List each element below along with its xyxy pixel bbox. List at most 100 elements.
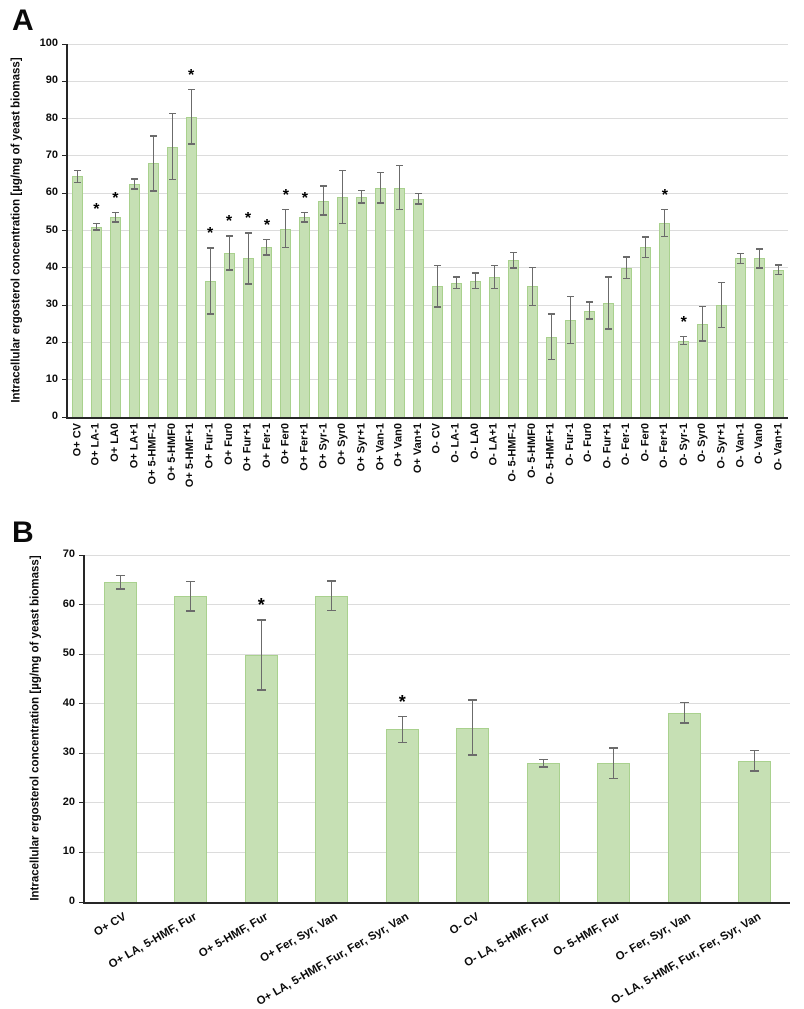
- bar: [147, 163, 159, 417]
- error-bar-cap-bottom: [320, 214, 328, 216]
- error-bar-line: [418, 193, 420, 204]
- bar: [385, 729, 419, 902]
- y-tick-label: 80: [45, 111, 58, 124]
- y-tick-label: 90: [45, 74, 58, 87]
- error-bar-cap-bottom: [679, 722, 689, 724]
- bar: [261, 247, 273, 417]
- bar: [754, 258, 766, 417]
- gridline: [68, 267, 788, 269]
- x-tick-label: O- Syr0: [696, 423, 709, 463]
- x-tick-label: O- Fer+1: [658, 423, 671, 468]
- bar: [678, 340, 690, 417]
- y-tick-label: 100: [39, 37, 58, 49]
- error-bar-cap-bottom: [509, 267, 517, 269]
- bar: [223, 252, 235, 417]
- error-bar-cap-top: [415, 192, 423, 195]
- error-bar-line: [436, 265, 438, 307]
- error-bar-cap-top: [397, 715, 407, 718]
- x-tick-label: O+ LA-1: [89, 423, 102, 466]
- error-bar-cap-bottom: [585, 318, 593, 320]
- gridline: [68, 341, 788, 343]
- error-bar-cap-top: [718, 281, 726, 284]
- x-tick-label: O+ Fer-1: [260, 423, 273, 468]
- y-tick-label: 60: [62, 597, 75, 610]
- panel-b-label: B: [12, 516, 34, 549]
- y-tick-label: 10: [45, 372, 58, 385]
- error-bar-line: [114, 212, 116, 222]
- error-bar-line: [342, 170, 344, 224]
- significance-asterisk: *: [263, 216, 271, 234]
- error-bar-cap-bottom: [339, 222, 347, 225]
- x-tick-label: O+ 5-HMF0: [165, 423, 178, 481]
- error-bar-cap-bottom: [396, 208, 404, 211]
- x-tick-label: O+ Fur0: [222, 423, 235, 465]
- x-tick-label: O- Fer0: [639, 423, 652, 462]
- error-bar-line: [542, 759, 544, 767]
- y-tick-label: 40: [45, 260, 58, 273]
- x-tick-label: O- Fur+1: [601, 423, 614, 469]
- x-tick-label: O+ Fur-1: [203, 423, 216, 469]
- error-bar-line: [380, 172, 382, 203]
- bar: [174, 596, 208, 902]
- error-bar-line: [778, 265, 780, 275]
- error-bar-cap-top: [661, 208, 669, 211]
- gridline: [68, 155, 788, 157]
- y-axis-tick: [62, 192, 68, 194]
- error-bar-cap-bottom: [327, 609, 337, 612]
- error-bar-cap-top: [528, 266, 536, 269]
- x-tick-label: O- CV: [430, 423, 443, 454]
- bar: [738, 760, 772, 902]
- y-axis-tick: [62, 43, 68, 45]
- error-bar-cap-top: [642, 236, 650, 238]
- x-tick-label: O- 5-HMF0: [525, 423, 538, 478]
- error-bar-cap-bottom: [130, 188, 138, 190]
- error-bar-line: [401, 716, 403, 743]
- x-tick-label: O- Syr-1: [677, 423, 690, 466]
- significance-asterisk: *: [206, 225, 214, 243]
- bar: [735, 258, 747, 417]
- error-bar-cap-bottom: [282, 246, 290, 249]
- error-bar-cap-bottom: [115, 588, 125, 590]
- bar: [667, 712, 701, 902]
- x-tick-label: O- Van+1: [772, 423, 785, 471]
- error-bar-cap-top: [149, 135, 157, 137]
- bar: [166, 146, 178, 417]
- error-bar-cap-bottom: [358, 202, 366, 204]
- error-bar-cap-bottom: [187, 143, 195, 145]
- error-bar-cap-top: [244, 232, 252, 234]
- error-bar-line: [455, 277, 457, 289]
- error-bar-cap-top: [679, 701, 689, 704]
- bar: [469, 280, 481, 417]
- gridline: [68, 118, 788, 120]
- error-bar-cap-bottom: [609, 777, 619, 780]
- error-bar-cap-top: [775, 264, 783, 266]
- error-bar-cap-top: [186, 580, 196, 583]
- error-bar-cap-bottom: [168, 178, 176, 181]
- error-bar-line: [512, 252, 514, 268]
- y-axis-tick: [79, 703, 85, 705]
- error-bar-line: [531, 267, 533, 306]
- x-tick-label: O+ Van0: [393, 423, 406, 467]
- error-bar-cap-top: [609, 747, 619, 749]
- error-bar-cap-bottom: [377, 202, 385, 204]
- error-bar-cap-top: [433, 264, 441, 267]
- y-axis-tick: [79, 604, 85, 606]
- bar: [507, 260, 519, 417]
- significance-asterisk: *: [301, 189, 308, 207]
- bar: [375, 187, 387, 417]
- bar: [621, 267, 633, 417]
- error-bar-cap-top: [225, 235, 233, 237]
- error-bar-cap-top: [111, 211, 119, 214]
- error-bar-cap-bottom: [604, 328, 612, 330]
- error-bar-line: [361, 190, 363, 203]
- error-bar-cap-bottom: [471, 287, 479, 290]
- x-tick-label: O- Fur0: [582, 423, 595, 463]
- bar: [640, 247, 652, 417]
- error-bar-cap-top: [623, 256, 631, 258]
- error-bar-line: [740, 253, 742, 264]
- gridline: [85, 703, 790, 705]
- y-axis-tick: [79, 653, 85, 655]
- error-bar-line: [645, 237, 647, 258]
- significance-asterisk: *: [93, 200, 100, 218]
